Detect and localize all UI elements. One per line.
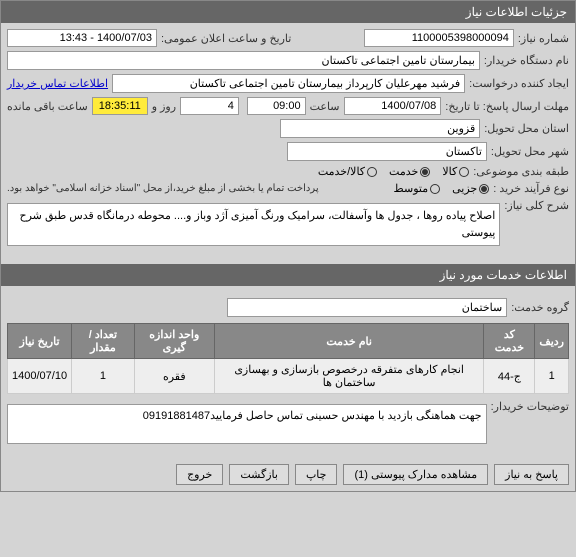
category-label: طبقه بندی موضوعی: — [473, 165, 569, 178]
province-label: استان محل تحویل: — [484, 122, 569, 135]
print-button[interactable]: چاپ — [295, 464, 338, 485]
req-no-value: 1100005398000094 — [364, 29, 514, 47]
button-bar: پاسخ به نیاز مشاهده مدارک پیوستی (1) چاپ… — [1, 458, 575, 491]
exit-button[interactable]: خروج — [176, 464, 223, 485]
notes-label: توضیحات خریدار: — [491, 400, 569, 413]
th-name: نام خدمت — [214, 324, 484, 359]
days-value: 4 — [180, 97, 239, 115]
radio-service[interactable]: خدمت — [389, 165, 430, 178]
radio-goods[interactable]: کالا — [442, 165, 469, 178]
reply-button[interactable]: پاسخ به نیاز — [494, 464, 569, 485]
category-radio-group: کالا خدمت کالا/خدمت — [318, 165, 469, 178]
city-value: تاکستان — [287, 142, 487, 161]
th-qty: تعداد / مقدار — [72, 324, 135, 359]
details-window: جزئیات اطلاعات نیاز شماره نیاز: 11000053… — [0, 0, 576, 492]
svc-group-value: ساختمان — [227, 298, 507, 317]
countdown: 18:35:11 — [92, 97, 148, 115]
svc-group-label: گروه خدمت: — [511, 301, 569, 314]
days-and-label: روز و — [152, 100, 176, 113]
buyer-org-value: بیمارستان تامین اجتماعی تاکستان — [7, 51, 480, 70]
radio-partial-label: جزیی — [452, 182, 477, 195]
radio-service-label: خدمت — [389, 165, 418, 178]
radio-medium[interactable]: متوسط — [394, 182, 441, 195]
deadline-date: 1400/07/08 — [344, 97, 442, 115]
req-no-label: شماره نیاز: — [518, 32, 569, 45]
province-value: قزوین — [280, 119, 480, 138]
attachments-button[interactable]: مشاهده مدارک پیوستی (1) — [343, 464, 488, 485]
desc-value: اصلاح پیاده روها ، جدول ها وآسفالت، سرام… — [7, 203, 500, 246]
td-unit: فقره — [134, 359, 214, 394]
section-services-header: اطلاعات خدمات مورد نیاز — [1, 264, 575, 286]
notes-value: جهت هماهنگی بازدید با مهندس حسینی تماس ح… — [7, 404, 487, 444]
th-code: کد خدمت — [484, 324, 535, 359]
td-date: 1400/07/10 — [8, 359, 72, 394]
radio-goods-service[interactable]: کالا/خدمت — [318, 165, 377, 178]
radio-partial[interactable]: جزیی — [452, 182, 489, 195]
table-row: 1 ج-44 انجام کارهای متفرقه درخصوص بازساز… — [8, 359, 569, 394]
payment-note: پرداخت تمام یا بخشی از مبلغ خرید،از محل … — [7, 183, 319, 194]
requester-label: ایجاد کننده درخواست: — [469, 77, 569, 90]
deadline-label: مهلت ارسال پاسخ: تا تاریخ: — [445, 100, 569, 113]
td-row: 1 — [535, 359, 569, 394]
th-unit: واحد اندازه گیری — [134, 324, 214, 359]
process-label: نوع فرآیند خرید : — [493, 182, 569, 195]
announce-value: 1400/07/03 - 13:43 — [7, 29, 157, 47]
td-qty: 1 — [72, 359, 135, 394]
city-label: شهر محل تحویل: — [491, 145, 569, 158]
radio-goods-service-label: کالا/خدمت — [318, 165, 365, 178]
process-radio-group: جزیی متوسط — [394, 182, 490, 195]
th-row: ردیف — [535, 324, 569, 359]
services-table: ردیف کد خدمت نام خدمت واحد اندازه گیری ت… — [7, 323, 569, 394]
time-label: ساعت — [310, 100, 340, 113]
remain-label: ساعت باقی مانده — [7, 100, 88, 113]
td-code: ج-44 — [484, 359, 535, 394]
buyer-org-label: نام دستگاه خریدار: — [484, 54, 569, 67]
table-header-row: ردیف کد خدمت نام خدمت واحد اندازه گیری ت… — [8, 324, 569, 359]
requester-value: فرشید مهرعلیان کارپرداز بیمارستان تامین … — [112, 74, 465, 93]
radio-medium-label: متوسط — [394, 182, 429, 195]
desc-label: شرح کلی نیاز: — [504, 199, 569, 212]
back-button[interactable]: بازگشت — [229, 464, 289, 485]
contact-link[interactable]: اطلاعات تماس خریدار — [7, 77, 108, 90]
form-area: شماره نیاز: 1100005398000094 تاریخ و ساع… — [1, 23, 575, 260]
window-title: جزئیات اطلاعات نیاز — [1, 1, 575, 23]
services-area: گروه خدمت: ساختمان ردیف کد خدمت نام خدمت… — [1, 286, 575, 458]
deadline-time: 09:00 — [247, 97, 306, 115]
announce-label: تاریخ و ساعت اعلان عمومی: — [161, 32, 291, 45]
th-date: تاریخ نیاز — [8, 324, 72, 359]
radio-goods-label: کالا — [442, 165, 457, 178]
td-name: انجام کارهای متفرقه درخصوص بازسازی و بهس… — [214, 359, 484, 394]
